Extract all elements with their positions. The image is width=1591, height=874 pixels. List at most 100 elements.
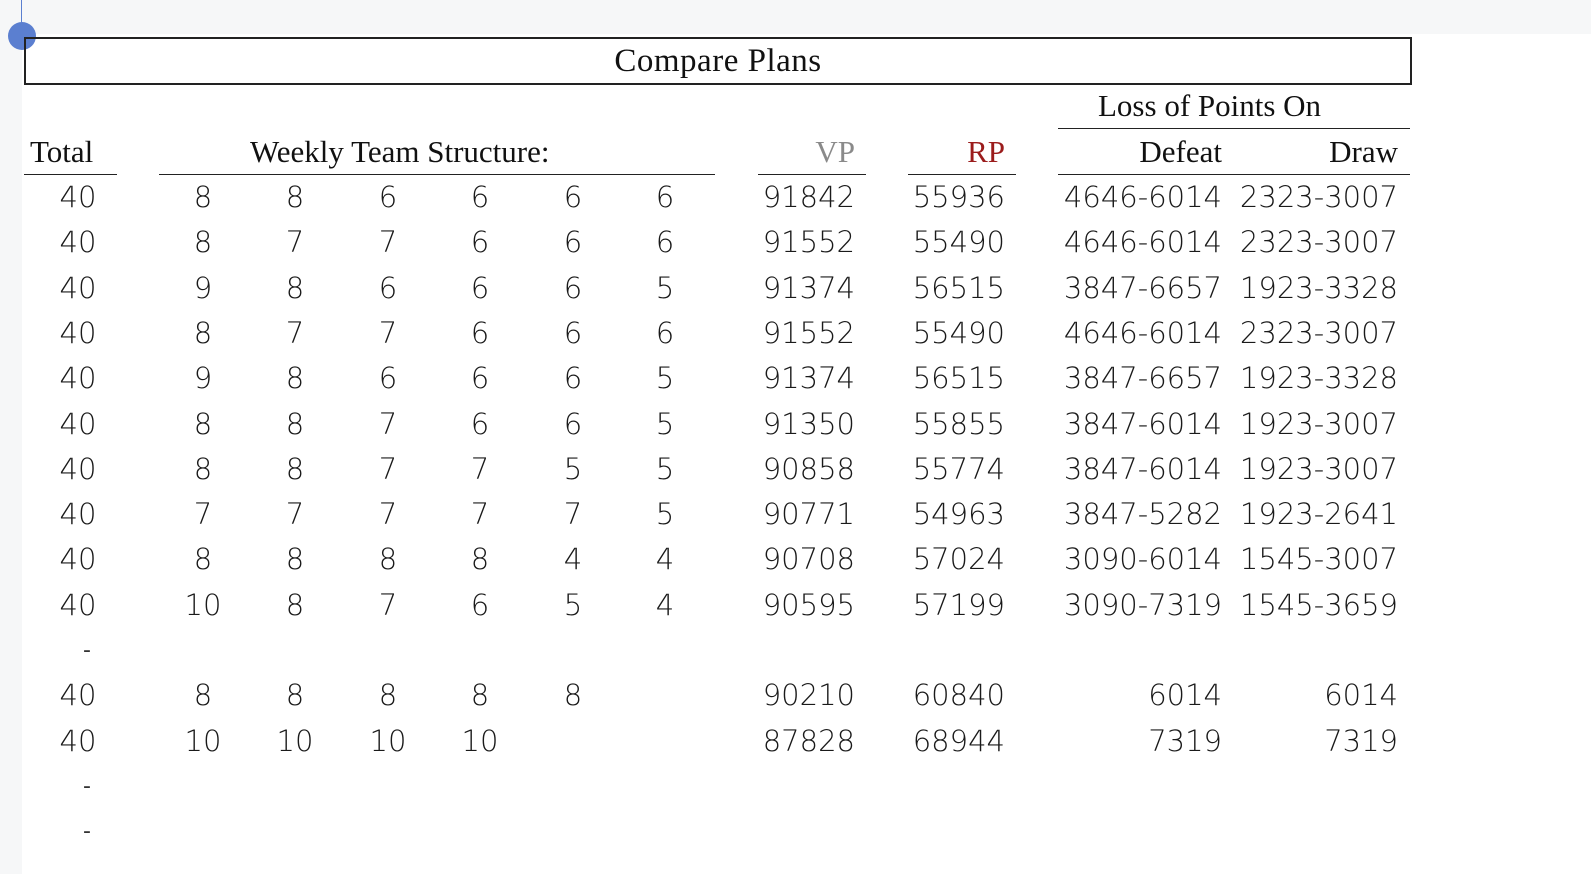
team-size-cell: 10 (369, 724, 407, 758)
rp-cell: 55936 (912, 180, 1005, 214)
title-text: Compare Plans (614, 42, 822, 79)
defeat-cell: 4646-6014 (1063, 316, 1222, 350)
draw-cell: 1545-3007 (1239, 542, 1398, 576)
draw-cell: 6014 (1324, 678, 1398, 712)
team-size-cell: 7 (378, 225, 398, 259)
team-size-cell: 7 (285, 316, 305, 350)
team-size-cell: 9 (193, 361, 213, 395)
team-size-cell: 7 (378, 452, 398, 486)
selection-line (21, 0, 22, 34)
team-size-cell: 6 (470, 316, 490, 350)
team-size-cell: 5 (655, 407, 675, 441)
defeat-cell: 3090-6014 (1063, 542, 1222, 576)
team-size-cell: 7 (378, 588, 398, 622)
team-size-cell: 5 (563, 452, 583, 486)
rp-cell: 54963 (912, 497, 1005, 531)
rp-cell: 55774 (912, 452, 1005, 486)
rp-cell: 57024 (912, 542, 1005, 576)
team-size-cell: 7 (470, 452, 490, 486)
team-size-cell: 8 (193, 180, 213, 214)
rp-cell: 60840 (912, 678, 1005, 712)
draw-cell: 7319 (1324, 724, 1398, 758)
loss-rule (1058, 174, 1410, 175)
team-size-cell: 6 (470, 407, 490, 441)
total-cell: 40 (59, 407, 97, 441)
team-size-cell: 5 (655, 271, 675, 305)
team-size-cell: 6 (378, 271, 398, 305)
team-size-cell: 5 (655, 361, 675, 395)
total-cell: 40 (59, 588, 97, 622)
total-cell: 40 (59, 271, 97, 305)
vp-header: VP (815, 134, 855, 169)
team-size-cell: 10 (184, 588, 222, 622)
total-cell: 40 (59, 542, 97, 576)
team-size-cell: 7 (285, 497, 305, 531)
team-size-cell: 6 (470, 588, 490, 622)
draw-cell: 1923-3007 (1239, 407, 1398, 441)
team-size-cell: 8 (470, 678, 490, 712)
structure-header: Weekly Team Structure: (250, 134, 550, 169)
total-header: Total (30, 134, 94, 169)
vp-cell: 91842 (762, 180, 855, 214)
rp-cell: 56515 (912, 271, 1005, 305)
rp-cell: 55490 (912, 225, 1005, 259)
team-size-cell: 6 (470, 361, 490, 395)
rp-header: RP (967, 134, 1005, 169)
draw-cell: 2323-3007 (1239, 316, 1398, 350)
team-size-cell: 5 (563, 588, 583, 622)
total-cell: 40 (59, 724, 97, 758)
team-size-cell: 10 (276, 724, 314, 758)
team-size-cell: 10 (184, 724, 222, 758)
rp-cell: 55855 (912, 407, 1005, 441)
team-size-cell: 8 (285, 180, 305, 214)
team-size-cell: 8 (193, 407, 213, 441)
team-size-cell: 8 (285, 271, 305, 305)
separator-dash: - (83, 638, 91, 663)
vp-rule (758, 174, 866, 175)
total-cell: 40 (59, 316, 97, 350)
team-size-cell: 6 (655, 225, 675, 259)
team-size-cell: 6 (563, 407, 583, 441)
defeat-cell: 3847-5282 (1063, 497, 1222, 531)
vp-cell: 91552 (762, 316, 855, 350)
team-size-cell: 6 (378, 180, 398, 214)
team-size-cell: 6 (563, 271, 583, 305)
team-size-cell: 6 (470, 225, 490, 259)
vp-cell: 91374 (762, 271, 855, 305)
vp-cell: 87828 (762, 724, 855, 758)
team-size-cell: 6 (470, 180, 490, 214)
team-size-cell: 6 (378, 361, 398, 395)
team-size-cell: 8 (285, 588, 305, 622)
team-size-cell: 7 (378, 497, 398, 531)
vp-cell: 91374 (762, 361, 855, 395)
rp-cell: 55490 (912, 316, 1005, 350)
team-size-cell: 5 (655, 497, 675, 531)
team-size-cell: 7 (285, 225, 305, 259)
team-size-cell: 6 (563, 316, 583, 350)
total-cell: 40 (59, 225, 97, 259)
team-size-cell: 4 (563, 542, 583, 576)
team-size-cell: 8 (285, 678, 305, 712)
rp-cell: 57199 (912, 588, 1005, 622)
structure-rule (159, 174, 715, 175)
vp-cell: 91552 (762, 225, 855, 259)
team-size-cell: 6 (563, 361, 583, 395)
loss-of-points-header: Loss of Points On (1098, 88, 1322, 123)
separator-dash: - (83, 774, 91, 799)
vp-cell: 90708 (762, 542, 855, 576)
defeat-cell: 3847-6014 (1063, 452, 1222, 486)
team-size-cell: 7 (470, 497, 490, 531)
vp-cell: 90210 (762, 678, 855, 712)
draw-header: Draw (1329, 134, 1398, 169)
defeat-cell: 4646-6014 (1063, 180, 1222, 214)
selection-handle[interactable] (8, 22, 36, 50)
team-size-cell: 7 (378, 407, 398, 441)
team-size-cell: 8 (193, 225, 213, 259)
team-size-cell: 8 (563, 678, 583, 712)
team-size-cell: 8 (285, 542, 305, 576)
defeat-cell: 7319 (1148, 724, 1222, 758)
team-size-cell: 8 (285, 452, 305, 486)
defeat-cell: 4646-6014 (1063, 225, 1222, 259)
total-cell: 40 (59, 497, 97, 531)
draw-cell: 1923-3007 (1239, 452, 1398, 486)
